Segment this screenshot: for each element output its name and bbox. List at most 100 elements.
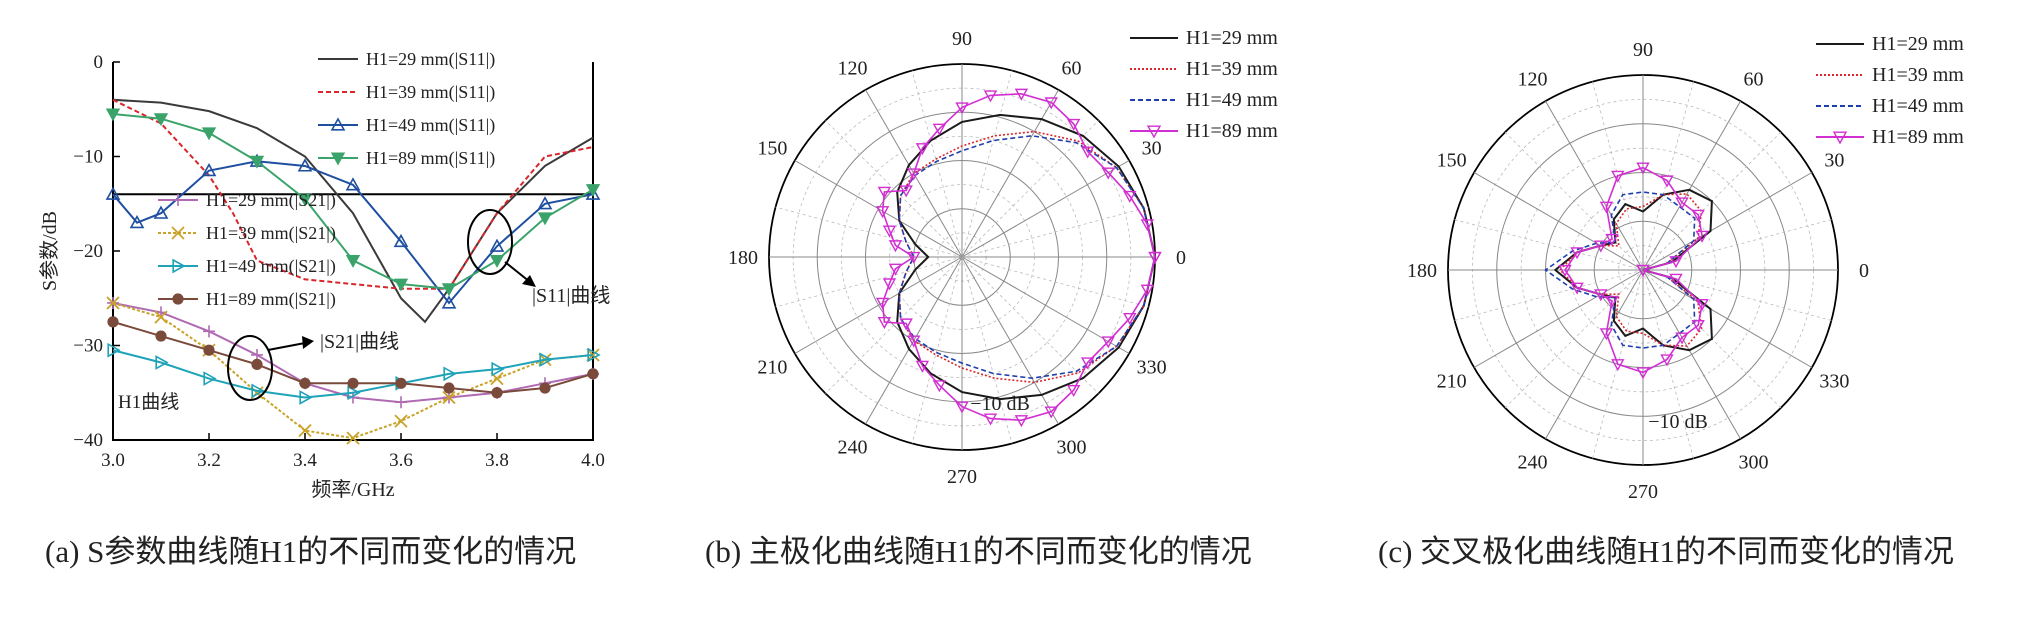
polar-data-point — [1611, 170, 1625, 183]
polar-data-point — [1014, 415, 1029, 428]
polar-minor-spoke — [1504, 269, 1644, 409]
polar-angle-label: 90 — [1633, 39, 1653, 61]
polar-data-point — [888, 263, 903, 276]
polar-angle-label: 120 — [838, 57, 868, 79]
a-data-point — [443, 366, 457, 382]
a-legend-marker — [171, 226, 185, 240]
polar-angle-label: 60 — [1744, 69, 1764, 91]
polar-minor-spoke — [961, 70, 1013, 258]
a-data-point — [106, 296, 120, 310]
a-data-point — [155, 330, 167, 342]
polar-angle-label: 210 — [757, 357, 787, 379]
polar-data-point — [1605, 295, 1619, 308]
polar-spoke — [1642, 100, 1741, 271]
polar-data-point — [1599, 328, 1614, 341]
a-legend-marker — [330, 152, 346, 166]
a-series-group — [105, 98, 601, 445]
polar-data-point — [955, 102, 969, 115]
a-series-line-0 — [112, 98, 594, 324]
polar-minor-spoke — [1504, 131, 1644, 271]
polar-data-point — [1675, 197, 1689, 210]
polar-series-line-0 — [896, 113, 1156, 401]
polar-angle-label: 180 — [728, 247, 758, 269]
a-data-point — [345, 177, 361, 191]
polar-angle-label: 150 — [757, 138, 787, 160]
polar-minor-spoke — [961, 206, 1149, 258]
polar-angle-label: 0 — [1859, 260, 1869, 282]
a-ytick-label: −10 — [73, 147, 103, 168]
polar-angle-label: 300 — [1057, 437, 1087, 459]
polar-spoke — [1545, 269, 1644, 440]
a-data-point — [394, 414, 408, 428]
a-data-point — [346, 431, 360, 445]
polar-angle-label: 30 — [1824, 150, 1844, 172]
a-data-point — [105, 108, 121, 122]
a-data-point — [587, 368, 599, 380]
a-s21-arrow — [267, 342, 306, 351]
a-series-line-1 — [112, 98, 594, 290]
polar-data-point — [1660, 175, 1674, 188]
polar-data-point — [1669, 256, 1683, 269]
a-legend-label: H1=49 mm(|S21|) — [206, 256, 336, 277]
polar-legend-label: H1=29 mm — [1186, 27, 1278, 49]
polar-series-line-2 — [898, 134, 1156, 380]
polar-data-point — [1101, 167, 1115, 180]
polar-data-point — [907, 168, 921, 181]
polar-series-line-1 — [1558, 193, 1703, 347]
a-data-point — [153, 113, 169, 127]
polar-data-point — [1140, 284, 1155, 297]
polar-spoke — [1473, 269, 1644, 368]
polar-angle-label: 120 — [1518, 69, 1548, 91]
a-xtick-label: 4.0 — [581, 450, 605, 471]
a-data-point — [203, 344, 215, 356]
polar-data-point — [955, 401, 969, 414]
polar-data-point — [1014, 88, 1029, 101]
polar-legend-label: H1=49 mm — [1186, 89, 1278, 111]
polar-minor-spoke — [1642, 269, 1694, 459]
polar-minor-spoke — [961, 256, 1013, 444]
a-data-point — [537, 196, 553, 210]
polar-data-point — [1101, 336, 1115, 349]
polar-data-point — [1611, 359, 1625, 372]
polar-data-point — [1570, 282, 1584, 295]
polar-data-point — [899, 185, 913, 198]
a-data-point — [299, 377, 311, 389]
a-data-point — [441, 295, 457, 309]
a-legend-marker — [172, 258, 186, 274]
a-legend-label: H1=29 mm(|S11|) — [366, 49, 495, 70]
polar-data-point — [1123, 312, 1137, 326]
a-h1-annotation: H1曲线 — [118, 391, 179, 413]
polar-data-point — [1660, 354, 1674, 367]
polar-legend-marker — [1832, 131, 1848, 145]
a-data-point — [393, 278, 409, 292]
a-data-point — [129, 215, 145, 229]
polar-angle-label: 60 — [1062, 57, 1082, 79]
a-ytick-label: −30 — [73, 336, 103, 357]
polar-data-point — [882, 278, 897, 291]
a-data-point — [251, 383, 265, 399]
polar-legend-label: H1=29 mm — [1872, 33, 1964, 55]
a-data-point — [201, 163, 217, 177]
polar-data-point — [1636, 162, 1650, 175]
polar-data-point — [875, 297, 890, 310]
a-s21-annotation: |S21|曲线 — [320, 330, 399, 353]
polar-data-point — [1691, 209, 1705, 222]
a-data-point — [154, 310, 168, 324]
polar-series-line-0 — [1553, 188, 1713, 352]
a-data-point — [347, 377, 359, 389]
a-series-line-6 — [112, 349, 594, 399]
polar-spoke — [961, 256, 1130, 354]
polar-minor-spoke — [961, 256, 1149, 308]
a-xtick-label: 3.4 — [293, 450, 317, 471]
a-data-point — [153, 205, 169, 219]
polar-spoke — [961, 256, 1059, 425]
a-data-point — [347, 385, 361, 401]
a-legend-label: H1=49 mm(|S11|) — [366, 115, 495, 136]
a-legend: H1=29 mm(|S11|) H1=39 mm(|S11|) H1=49 mm(|… — [158, 49, 495, 310]
a-legend-label: H1=29 mm(|S21|) — [206, 190, 336, 211]
polar-legend-label: H1=39 mm — [1872, 64, 1964, 86]
caption-a: (a) S参数曲线随H1的不同而变化的情况 — [45, 534, 576, 569]
polar-angle-label: 30 — [1142, 138, 1162, 160]
a-data-point — [537, 212, 553, 226]
polar-angle-label: 270 — [1628, 481, 1658, 503]
